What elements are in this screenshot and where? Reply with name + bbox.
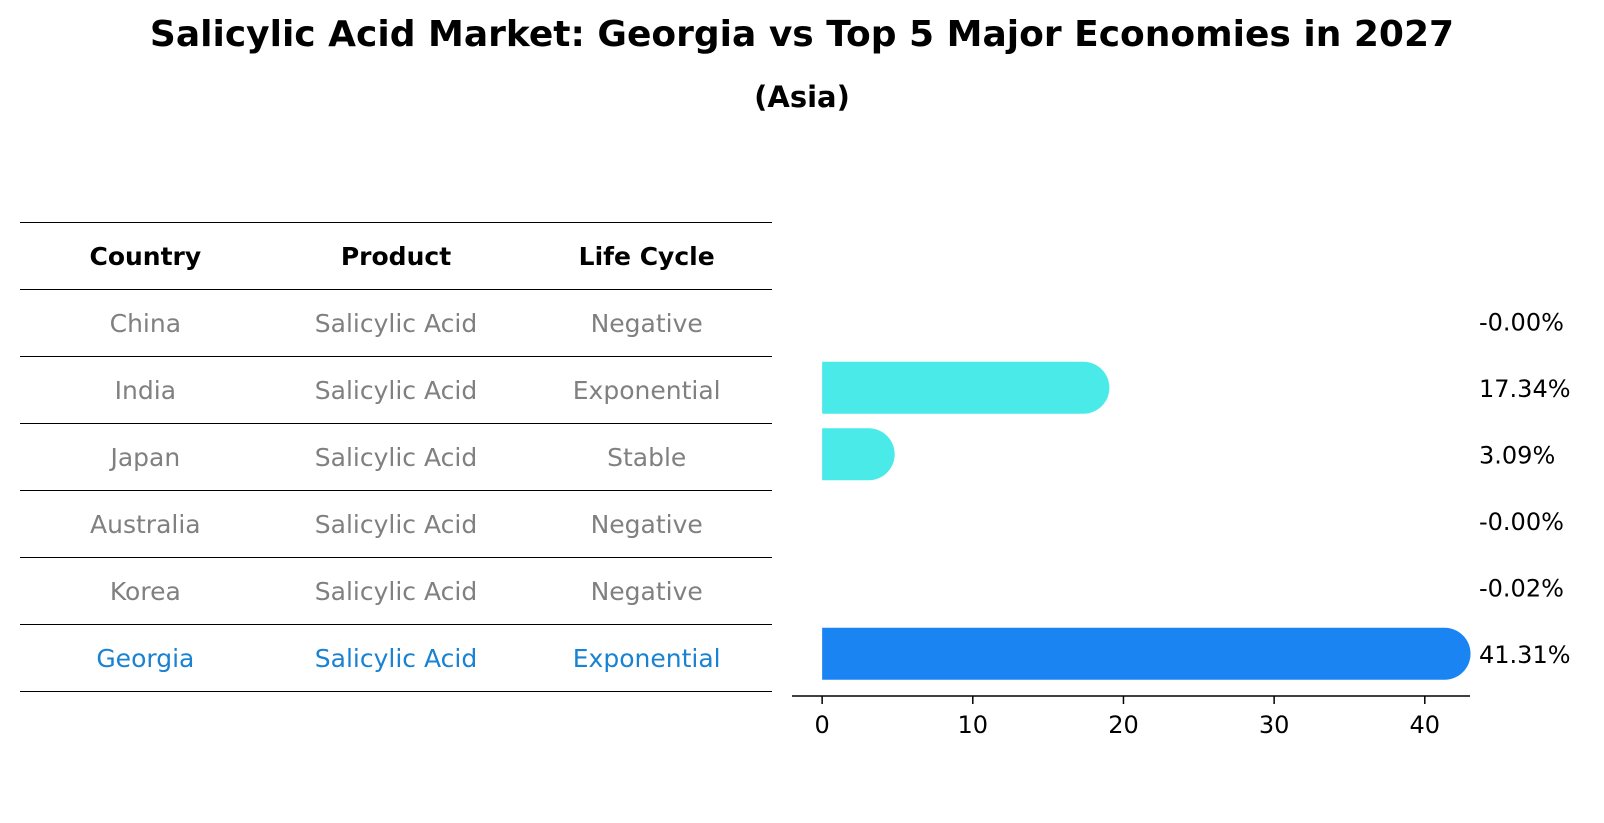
table-row-highlight: Georgia Salicylic Acid Exponential [20,625,772,692]
product-cell: Salicylic Acid [314,509,478,539]
bar-georgia [822,627,1471,680]
header-country: Country [89,241,202,271]
product-cell: Salicylic Acid [314,375,478,405]
x-tick-label-20: 20 [1108,711,1139,739]
life-cycle-cell: Exponential [572,643,721,673]
country-cell: China [109,308,182,338]
table-row: Australia Salicylic Acid Negative [20,491,772,558]
country-cell: Korea [109,576,181,606]
value-label-japan: 3.09% [1479,441,1555,469]
chart-title: Salicylic Acid Market: Georgia vs Top 5 … [149,14,1455,55]
x-tick-label-10: 10 [958,711,989,739]
header-life-cycle: Life Cycle [578,241,715,271]
product-cell: Salicylic Acid [314,576,478,606]
country-cell: Georgia [96,643,195,673]
value-label-korea: -0.02% [1479,574,1564,602]
value-label-australia: -0.00% [1479,508,1564,536]
x-tick-label-0: 0 [814,711,829,739]
product-cell: Salicylic Acid [314,308,478,338]
country-cell: Japan [110,442,181,472]
data-table: Country Product Life Cycle China Salicyl… [20,222,772,692]
bar-india [822,361,1110,414]
table-header-row: Country Product Life Cycle [20,223,772,290]
life-cycle-cell: Negative [590,509,703,539]
chart-subtitle: (Asia) [754,80,850,114]
country-cell: Australia [90,509,201,539]
table-row: Korea Salicylic Acid Negative [20,558,772,625]
table-row: Japan Salicylic Acid Stable [20,424,772,491]
value-label-india: 17.34% [1479,375,1571,403]
life-cycle-cell: Exponential [572,375,721,405]
x-tick-label-30: 30 [1259,711,1290,739]
x-tick-label-40: 40 [1410,711,1441,739]
product-cell: Salicylic Acid [314,643,478,673]
header-product: Product [340,241,452,271]
life-cycle-cell: Stable [607,442,687,472]
bar-japan [822,428,895,481]
value-label-china: -0.00% [1479,308,1564,336]
table-row: China Salicylic Acid Negative [20,290,772,357]
country-cell: India [114,375,177,405]
table-row: India Salicylic Acid Exponential [20,357,772,424]
value-label-georgia: 41.31% [1479,641,1571,669]
life-cycle-cell: Negative [590,576,703,606]
life-cycle-cell: Negative [590,308,703,338]
product-cell: Salicylic Acid [314,442,478,472]
